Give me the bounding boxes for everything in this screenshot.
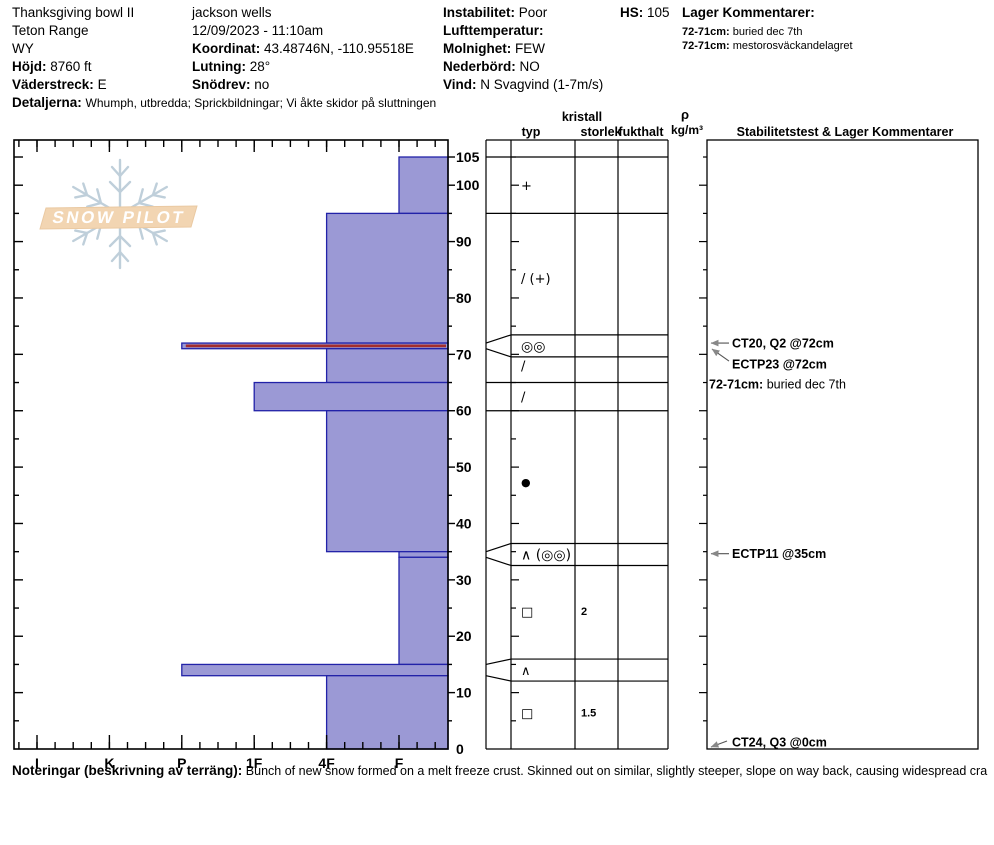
- grain-type-symbol: ●: [521, 476, 531, 489]
- grain-type-symbol: □: [521, 706, 533, 721]
- col-header-comments: Stabilitetstest & Lager Kommentarer: [737, 125, 954, 139]
- depth-axis-label: 30: [456, 572, 472, 588]
- hardness-bar: [325, 212, 449, 344]
- depth-axis-label: 20: [456, 628, 472, 644]
- header-location-line: Väderstreck: E: [12, 77, 107, 92]
- hardness-axis-label: 4F: [318, 755, 335, 771]
- header-conditions-line: Vind: N Svagvind (1-7m/s): [443, 77, 604, 92]
- grain-type-symbol: ∧ (◎◎): [521, 547, 571, 563]
- hardness-bar: [398, 551, 449, 558]
- header-observer-line: Koordinat: 43.48746N, -110.95518E: [192, 41, 414, 56]
- layer-funnel: [485, 542, 512, 553]
- depth-axis-label: 70: [456, 346, 472, 362]
- header-conditions-line: Instabilitet: Poor: [443, 5, 548, 20]
- depth-axis-label: 40: [456, 515, 472, 531]
- hardness-bar: [398, 556, 449, 666]
- annotation-arrow: [711, 348, 730, 362]
- layer-funnel: [485, 348, 512, 358]
- notes-line: Noteringar (beskrivning av terräng): Bun…: [12, 763, 994, 778]
- layer-table: + / (+) ◎◎ / / ● ∧ (◎◎) □ 2 ∧ □ 1.5: [485, 139, 979, 750]
- hardness-bars: [181, 156, 449, 750]
- stability-annotation: CT24, Q3 @0cm: [732, 736, 827, 750]
- header-observer-line: 12/09/2023 - 11:10am: [192, 23, 324, 38]
- hardness-axis-label: P: [177, 755, 186, 771]
- col-header-typ: typ: [522, 125, 541, 139]
- header-conditions-line: Lufttemperatur:: [443, 23, 544, 38]
- grain-type-symbol: ◎◎: [521, 339, 545, 355]
- header-location-line: Höjd: 8760 ft: [12, 59, 92, 74]
- grain-type-symbol: +: [521, 179, 532, 194]
- grain-type-symbol: □: [521, 605, 533, 620]
- col-header-density-unit: kg/m³: [671, 123, 703, 137]
- grain-type-symbol: ∧: [521, 664, 531, 679]
- stability-annotation: ECTP23 @72cm: [732, 358, 827, 372]
- hardness-bar: [181, 663, 449, 677]
- layer-funnel: [485, 556, 512, 567]
- layer-comment-item: 72-71cm: mestorosväckandelagret: [682, 40, 853, 52]
- grain-type-symbol: /: [521, 360, 526, 375]
- hardness-axis-label: K: [104, 755, 114, 771]
- col-header-fukthalt: fukthalt: [618, 125, 664, 139]
- header-observer-line: Lutning: 28°: [192, 59, 271, 74]
- header-observer-line: Snödrev: no: [192, 77, 270, 92]
- total-snow-height: HS: 105: [620, 5, 670, 20]
- hardness-bar: [398, 156, 449, 215]
- hardness-bar: [325, 675, 449, 750]
- hardness-bar: [325, 348, 449, 384]
- header-location-line: Teton Range: [12, 23, 89, 38]
- grain-size-value: 2: [581, 606, 587, 618]
- layer-funnel: [485, 658, 512, 666]
- hardness-axis-label: 1F: [246, 755, 263, 771]
- depth-axis-label: 0: [456, 741, 464, 757]
- depth-axis-label: 80: [456, 290, 472, 306]
- depth-axis-label: 60: [456, 403, 472, 419]
- logo-text: SNOW PILOT: [51, 207, 187, 227]
- header-location-line: WY: [12, 41, 34, 56]
- stability-annotation: CT20, Q2 @72cm: [732, 337, 834, 351]
- depth-axis-label: 10: [456, 685, 472, 701]
- header-conditions-line: Nederbörd: NO: [443, 59, 540, 74]
- hardness-bar: [253, 381, 449, 412]
- col-header-density: ρ: [681, 107, 689, 122]
- plot-frame: [13, 139, 449, 750]
- logo-banner: [39, 205, 198, 230]
- notes-label: Noteringar (beskrivning av terräng):: [12, 763, 243, 778]
- layer-funnel: [485, 675, 512, 682]
- hardness-axis-label: F: [395, 755, 404, 771]
- hardness-axis-label: I: [35, 755, 39, 771]
- grain-type-symbol: / (+): [521, 272, 551, 287]
- layer-comment-item: 72-71cm: buried dec 7th: [682, 26, 803, 38]
- col-header-kristall: kristall: [562, 110, 602, 124]
- stability-annotation: ECTP11 @35cm: [732, 547, 826, 561]
- grain-type-symbol: /: [521, 391, 526, 406]
- header-conditions-line: Molnighet: FEW: [443, 41, 545, 56]
- snowpilot-logo: SNOW PILOT: [39, 158, 198, 270]
- header-location-line: Thanksgiving bowl II: [12, 5, 135, 20]
- details-line: Detaljerna: Whumph, utbredda; Sprickbild…: [12, 95, 437, 110]
- layer-funnel: [485, 334, 512, 344]
- col-header-storlek: storlek: [581, 125, 622, 139]
- header-observer-line: jackson wells: [192, 5, 272, 20]
- grain-size-value: 1.5: [581, 707, 596, 719]
- stability-annotations: CT20, Q2 @72cm ECTP23 @72cm 72-71cm: burie…: [709, 337, 846, 750]
- comments-box: [706, 139, 979, 750]
- layer-comments-title: Lager Kommentarer:: [682, 5, 815, 20]
- depth-axis-label: 50: [456, 459, 472, 475]
- axis-ticks: [14, 140, 455, 749]
- annotation-arrow: [710, 740, 728, 748]
- depth-axis-label: 90: [456, 234, 472, 250]
- depth-axis-label: 100: [456, 177, 480, 193]
- notes-text: Bunch of new snow formed on a melt freez…: [245, 764, 988, 778]
- stability-annotation: 72-71cm: buried dec 7th: [709, 378, 846, 392]
- depth-axis-label: 105: [456, 149, 480, 165]
- hardness-bar: [325, 410, 449, 553]
